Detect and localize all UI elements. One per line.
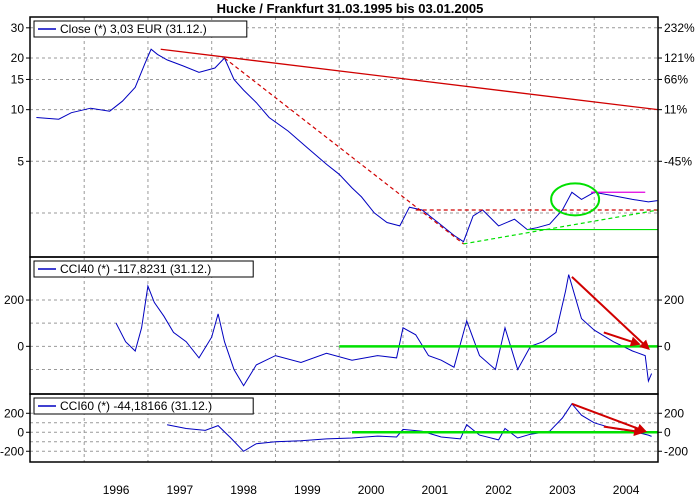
series-layer <box>36 48 658 452</box>
tick-label-right: 0 <box>664 425 671 439</box>
trend-arrow <box>603 425 645 437</box>
series-line <box>167 402 652 452</box>
series-line <box>115 274 653 387</box>
trend-arrow <box>603 331 641 347</box>
tick-label-right: 121% <box>664 51 695 65</box>
tick-label-left: -200 <box>0 444 24 458</box>
x-tick-label: 2002 <box>485 483 512 497</box>
trend-arrow <box>571 276 650 351</box>
tick-label-right: 200 <box>664 406 684 420</box>
x-tick-label: 1997 <box>166 483 193 497</box>
series-line <box>36 48 658 243</box>
tick-label-left: 15 <box>11 72 25 86</box>
x-tick-label: 2000 <box>358 483 385 497</box>
tick-label-left: 0 <box>17 425 24 439</box>
tick-label-left: 5 <box>17 154 24 168</box>
legend-box <box>33 20 248 38</box>
tick-label-left: 20 <box>11 51 25 65</box>
tick-label-left: 0 <box>17 339 24 353</box>
panel-frame <box>29 16 659 258</box>
trend-arrow <box>571 402 648 434</box>
tick-label-right: 66% <box>664 72 688 86</box>
tick-label-right: -45% <box>664 154 692 168</box>
annotation-layer <box>160 48 659 437</box>
tick-label-right: 200 <box>664 293 684 307</box>
tick-label-right: -200 <box>664 444 688 458</box>
legend-box <box>33 260 254 278</box>
tick-label-right: 232% <box>664 21 695 35</box>
panel-frame <box>29 256 659 395</box>
tick-label-right: 0 <box>664 339 671 353</box>
grid-layer <box>30 17 658 462</box>
legend-label: Close (*) 3,03 EUR (31.12.) <box>60 22 207 36</box>
x-tick-label: 1999 <box>294 483 321 497</box>
panel-frame <box>29 393 659 463</box>
legend-label: CCI40 (*) -117,8231 (31.12.) <box>60 262 211 276</box>
legend-layer: Close (*) 3,03 EUR (31.12.) CCI40 (*) -11… <box>33 20 254 415</box>
x-tick-label: 2003 <box>549 483 576 497</box>
tick-label-left: 200 <box>4 406 24 420</box>
x-tick-label: 1996 <box>103 483 130 497</box>
tick-label-right: 11% <box>664 103 687 117</box>
axes-layer: 302015105232%121%66%11%-45%200020002000-… <box>0 21 695 497</box>
tick-label-left: 200 <box>4 293 24 307</box>
x-tick-label: 2004 <box>613 483 640 497</box>
frame-layer <box>29 16 659 463</box>
highlight-ellipse <box>550 182 601 217</box>
tick-label-left: 30 <box>11 21 25 35</box>
legend-box <box>33 397 254 415</box>
downtrend-line <box>224 57 464 245</box>
chart-title: Hucke / Frankfurt 31.03.1995 bis 03.01.2… <box>217 1 484 16</box>
x-tick-label: 2001 <box>422 483 449 497</box>
resistance-line <box>160 48 659 111</box>
legend-label: CCI60 (*) -44,18166 (31.12.) <box>60 399 212 413</box>
x-tick-label: 1998 <box>230 483 257 497</box>
support-trend-line <box>463 209 659 245</box>
tick-label-left: 10 <box>11 103 25 117</box>
